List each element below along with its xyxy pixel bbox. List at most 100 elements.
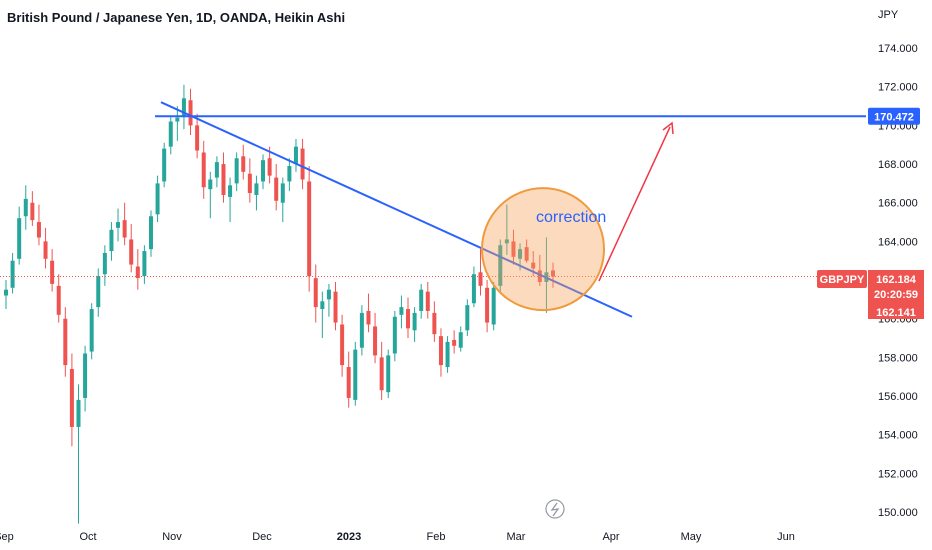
candle[interactable] bbox=[313, 264, 318, 323]
candle[interactable] bbox=[432, 301, 437, 342]
candle[interactable] bbox=[129, 223, 134, 273]
candle[interactable] bbox=[524, 239, 529, 263]
candle[interactable] bbox=[175, 106, 180, 141]
candle[interactable] bbox=[465, 299, 470, 337]
candle[interactable] bbox=[300, 138, 305, 190]
candle[interactable] bbox=[241, 144, 246, 180]
candle-body bbox=[412, 312, 417, 331]
candle[interactable] bbox=[458, 326, 463, 352]
candle[interactable] bbox=[122, 202, 127, 246]
candles-layer[interactable] bbox=[4, 84, 555, 524]
x-axis-labels: Sep Oct Nov Dec 2023 Feb Mar Apr May Jun bbox=[0, 531, 795, 543]
candle[interactable] bbox=[333, 281, 338, 331]
candle[interactable] bbox=[4, 280, 8, 310]
candle[interactable] bbox=[504, 204, 509, 255]
candle[interactable] bbox=[511, 229, 516, 265]
candle[interactable] bbox=[30, 191, 35, 226]
candle[interactable] bbox=[399, 295, 404, 329]
candle[interactable] bbox=[162, 142, 167, 188]
candle[interactable] bbox=[36, 204, 41, 246]
candle[interactable] bbox=[247, 158, 252, 203]
candle[interactable] bbox=[148, 210, 153, 257]
candle[interactable] bbox=[43, 227, 48, 269]
candle[interactable] bbox=[340, 314, 345, 377]
candle[interactable] bbox=[76, 384, 81, 524]
candle[interactable] bbox=[228, 177, 233, 223]
candle[interactable] bbox=[221, 152, 226, 203]
candle[interactable] bbox=[96, 268, 101, 317]
candle[interactable] bbox=[168, 115, 173, 155]
candle[interactable] bbox=[346, 351, 351, 408]
candle[interactable] bbox=[10, 252, 15, 294]
candle-body bbox=[425, 291, 430, 311]
candle[interactable] bbox=[102, 245, 107, 286]
candle[interactable] bbox=[50, 249, 55, 292]
candle[interactable] bbox=[116, 208, 121, 242]
candle[interactable] bbox=[267, 146, 272, 184]
correction-circle[interactable] bbox=[481, 187, 605, 312]
candle[interactable] bbox=[452, 330, 457, 354]
candle-body bbox=[551, 270, 555, 277]
trend-line[interactable] bbox=[160, 101, 633, 318]
candle[interactable] bbox=[17, 206, 22, 265]
candle[interactable] bbox=[491, 281, 496, 331]
candle[interactable] bbox=[83, 345, 88, 412]
candle[interactable] bbox=[293, 138, 298, 172]
candle[interactable] bbox=[307, 165, 312, 292]
symbol-tag: GBPJPY bbox=[817, 270, 867, 288]
candle[interactable] bbox=[359, 305, 364, 356]
correction-annotation[interactable]: correction bbox=[536, 209, 606, 226]
candle[interactable] bbox=[419, 283, 424, 319]
candle[interactable] bbox=[23, 185, 28, 230]
candle[interactable] bbox=[326, 283, 331, 317]
candle[interactable] bbox=[498, 239, 503, 294]
candle[interactable] bbox=[412, 307, 417, 342]
candle[interactable] bbox=[392, 310, 397, 362]
y-tick-label: 152.000 bbox=[878, 468, 918, 480]
candle[interactable] bbox=[425, 281, 430, 319]
candle[interactable] bbox=[478, 249, 483, 296]
candle[interactable] bbox=[214, 156, 219, 188]
candle[interactable] bbox=[142, 245, 147, 284]
candle[interactable] bbox=[373, 312, 378, 364]
candle[interactable] bbox=[445, 336, 450, 373]
candle[interactable] bbox=[109, 222, 114, 261]
candle-body bbox=[148, 216, 153, 250]
lightning-icon[interactable] bbox=[545, 499, 565, 519]
candle[interactable] bbox=[188, 88, 193, 136]
candle-body bbox=[406, 309, 411, 329]
candle[interactable] bbox=[89, 303, 94, 360]
candle[interactable] bbox=[406, 297, 411, 339]
projection-arrow[interactable] bbox=[598, 121, 674, 282]
candle[interactable] bbox=[353, 341, 358, 406]
candle[interactable] bbox=[287, 158, 292, 192]
candle-body bbox=[287, 165, 292, 182]
candle[interactable] bbox=[63, 307, 68, 377]
candle[interactable] bbox=[261, 154, 266, 190]
candle[interactable] bbox=[274, 164, 279, 211]
candle[interactable] bbox=[280, 177, 285, 223]
candle[interactable] bbox=[320, 291, 325, 339]
candle[interactable] bbox=[485, 280, 490, 333]
candle[interactable] bbox=[208, 171, 213, 219]
candle[interactable] bbox=[135, 249, 140, 290]
candle[interactable] bbox=[155, 175, 160, 223]
candle-body bbox=[471, 274, 476, 304]
candle[interactable] bbox=[56, 274, 61, 323]
candle[interactable] bbox=[379, 341, 384, 400]
candle[interactable] bbox=[366, 293, 371, 333]
candle[interactable] bbox=[201, 140, 206, 199]
candle[interactable] bbox=[537, 254, 542, 286]
candle[interactable] bbox=[69, 353, 74, 447]
candle[interactable] bbox=[254, 175, 259, 211]
candle[interactable] bbox=[471, 266, 476, 308]
candle[interactable] bbox=[181, 84, 186, 130]
candle[interactable] bbox=[438, 328, 443, 377]
candle-body bbox=[214, 162, 219, 178]
candle[interactable] bbox=[195, 113, 200, 159]
candle[interactable] bbox=[234, 152, 239, 192]
svg-text:170.472: 170.472 bbox=[874, 111, 914, 123]
candle[interactable] bbox=[386, 349, 391, 398]
candle[interactable] bbox=[551, 262, 555, 288]
